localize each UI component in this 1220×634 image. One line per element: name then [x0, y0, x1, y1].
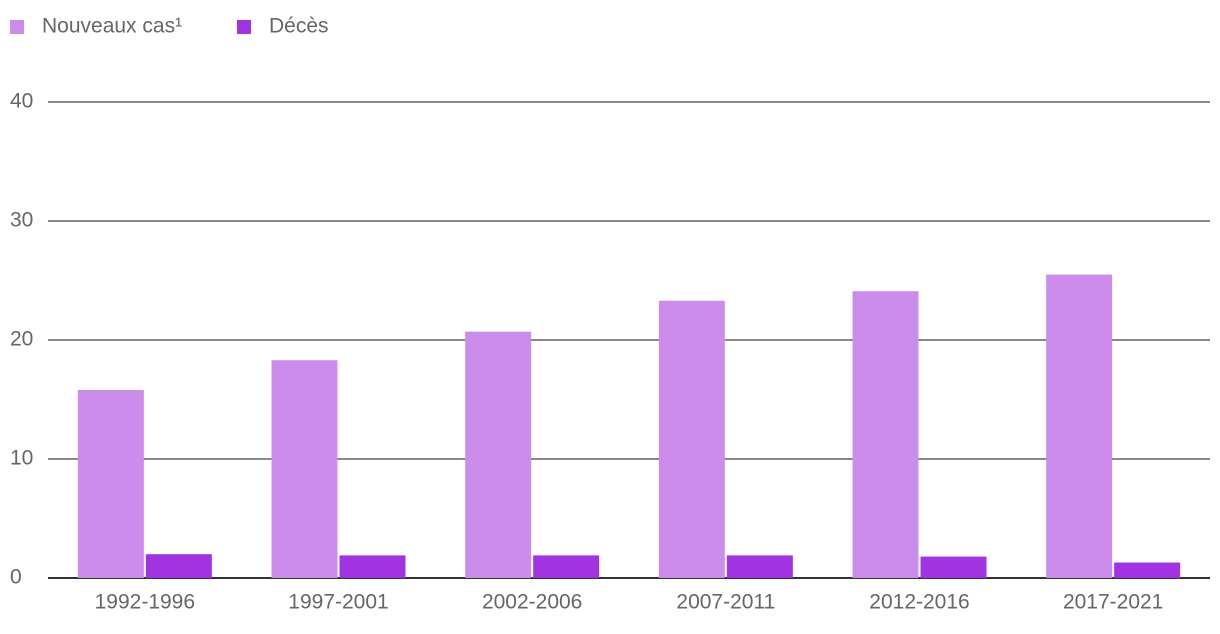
- bar: [1046, 274, 1113, 578]
- legend-swatch: [237, 20, 251, 34]
- x-tick-label: 2012-2016: [869, 591, 969, 614]
- x-tick-label: 2007-2011: [676, 591, 775, 614]
- legend-label: Nouveaux cas¹: [42, 15, 182, 38]
- bar: [852, 291, 919, 578]
- bar: [920, 556, 987, 578]
- y-tick-label: 10: [10, 447, 33, 470]
- y-tick-label: 0: [10, 566, 22, 589]
- bar: [339, 555, 406, 578]
- bar: [726, 555, 793, 578]
- bar: [77, 389, 144, 578]
- y-tick-label: 40: [10, 90, 33, 113]
- bar: [465, 331, 532, 578]
- y-tick-label: 20: [10, 328, 33, 351]
- x-tick-label: 1992-1996: [95, 591, 195, 614]
- legend-label: Décès: [269, 15, 329, 38]
- bar: [1114, 562, 1181, 578]
- legend-swatch: [10, 20, 24, 34]
- bar: [271, 360, 338, 578]
- x-tick-label: 2002-2006: [482, 591, 582, 614]
- bar: [145, 554, 212, 578]
- bar: [658, 300, 725, 578]
- y-tick-label: 30: [10, 209, 33, 232]
- x-tick-label: 1997-2001: [288, 591, 388, 614]
- x-tick-label: 2017-2021: [1063, 591, 1163, 614]
- bar: [533, 555, 600, 578]
